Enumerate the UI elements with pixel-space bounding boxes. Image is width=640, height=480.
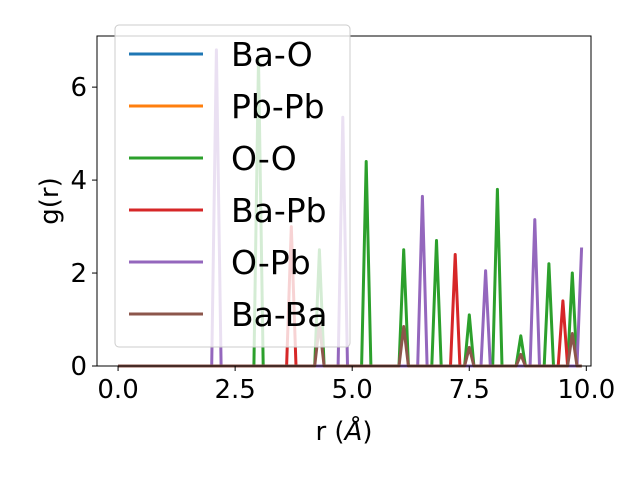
x-tick-label: 5.0 [332, 375, 373, 405]
x-tick-label: 0.0 [97, 375, 138, 405]
y-axis-label: g(r) [35, 177, 65, 224]
legend-label: Ba-Pb [231, 191, 327, 230]
x-axis-ticks: 0.0 2.5 5.0 7.5 10.0 [97, 366, 615, 405]
y-tick-label: 4 [70, 166, 87, 196]
legend-entry-ba-o: Ba-O [129, 35, 313, 74]
legend-label: Ba-O [231, 35, 313, 74]
legend-label: O-O [231, 139, 297, 178]
x-tick-label: 2.5 [214, 375, 255, 405]
y-axis-ticks: 0 2 4 6 [70, 73, 97, 382]
x-tick-label: 7.5 [449, 375, 490, 405]
legend: Ba-O Pb-Pb O-O Ba-Pb O-Pb Ba-Ba [114, 24, 351, 348]
x-tick-label: 10.0 [557, 375, 615, 405]
legend-entry-o-pb: O-Pb [129, 243, 311, 282]
x-axis-label: r (Å) [315, 415, 372, 447]
y-tick-label: 0 [70, 352, 87, 382]
legend-label: Pb-Pb [231, 87, 325, 126]
legend-entry-pb-pb: Pb-Pb [129, 87, 325, 126]
legend-entry-ba-ba: Ba-Ba [129, 295, 327, 334]
legend-entry-o-o: O-O [129, 139, 297, 178]
legend-label: Ba-Ba [231, 295, 327, 334]
legend-label: O-Pb [231, 243, 311, 282]
y-tick-label: 2 [70, 259, 87, 289]
legend-entry-ba-pb: Ba-Pb [129, 191, 327, 230]
y-tick-label: 6 [70, 73, 87, 103]
